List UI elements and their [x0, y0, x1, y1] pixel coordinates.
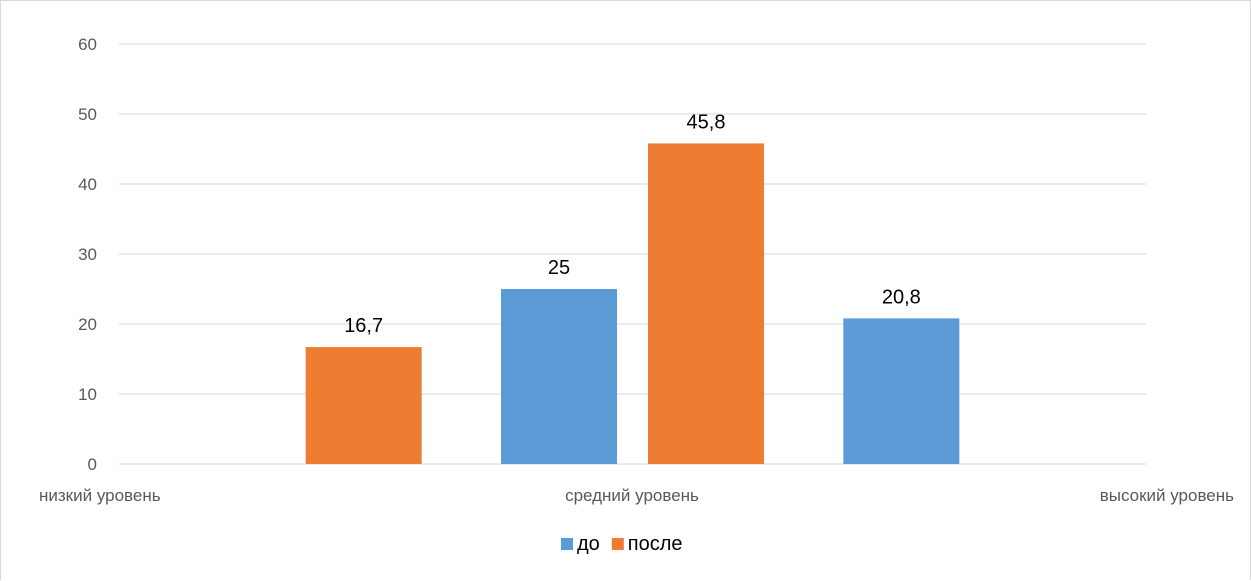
bar-после-2 [648, 143, 764, 464]
data-label: 45,8 [687, 111, 726, 133]
y-tick-label: 0 [88, 455, 97, 474]
y-tick-label: 30 [78, 245, 97, 264]
y-tick-label: 20 [78, 315, 97, 334]
x-category-label: низкий уровень [39, 486, 161, 505]
bar-до-3 [843, 318, 960, 464]
x-category-label: средний уровень [565, 486, 699, 505]
data-label: 16,7 [344, 315, 383, 337]
legend-swatch-до [561, 538, 573, 550]
bar-после-1 [305, 347, 422, 464]
legend-label: после [628, 533, 683, 555]
y-tick-label: 50 [78, 105, 97, 124]
y-tick-label: 10 [78, 385, 97, 404]
data-label: 20,8 [882, 286, 921, 308]
bar-до-2 [501, 289, 617, 464]
x-category-label: высокий уровень [1100, 486, 1234, 505]
legend-label: до [577, 533, 600, 555]
legend-swatch-после [611, 538, 624, 550]
y-tick-label: 60 [78, 35, 97, 54]
y-tick-label: 40 [78, 175, 97, 194]
data-label: 25 [548, 257, 570, 279]
